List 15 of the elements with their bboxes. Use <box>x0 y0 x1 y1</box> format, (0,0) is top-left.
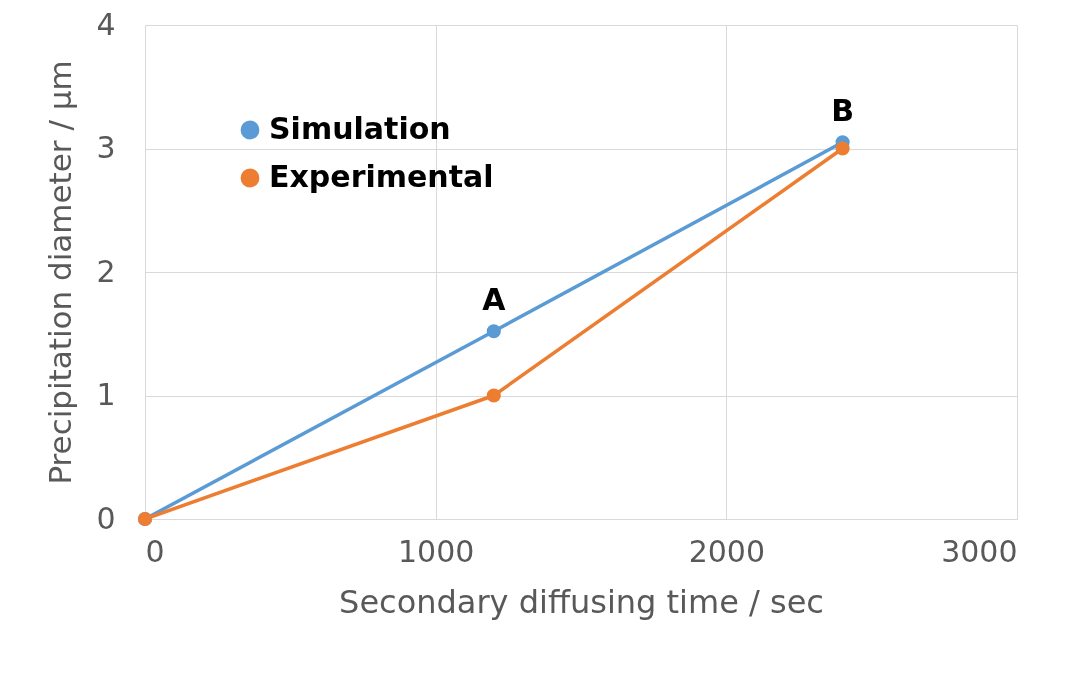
x-tick-label: 2000 <box>688 533 766 569</box>
x-tick-label: 1000 <box>397 533 475 569</box>
y-tick-label: 4 <box>96 6 116 42</box>
x-tick-label: 0 <box>145 533 165 569</box>
annotation: A <box>482 282 507 318</box>
annotation: B <box>831 93 855 129</box>
y-tick-label: 3 <box>96 130 116 165</box>
x-axis-title: Secondary diffusing time / sec <box>339 582 824 621</box>
legend-label: Experimental <box>269 159 494 194</box>
x-tick-label: 3000 <box>941 533 1018 569</box>
legend-label: Simulation <box>269 111 451 146</box>
y-tick-label: 0 <box>96 500 116 536</box>
y-tick-label: 1 <box>96 377 116 412</box>
y-tick-label: 2 <box>96 253 116 289</box>
y-axis-title: Precipitation diameter / μm <box>42 60 79 485</box>
